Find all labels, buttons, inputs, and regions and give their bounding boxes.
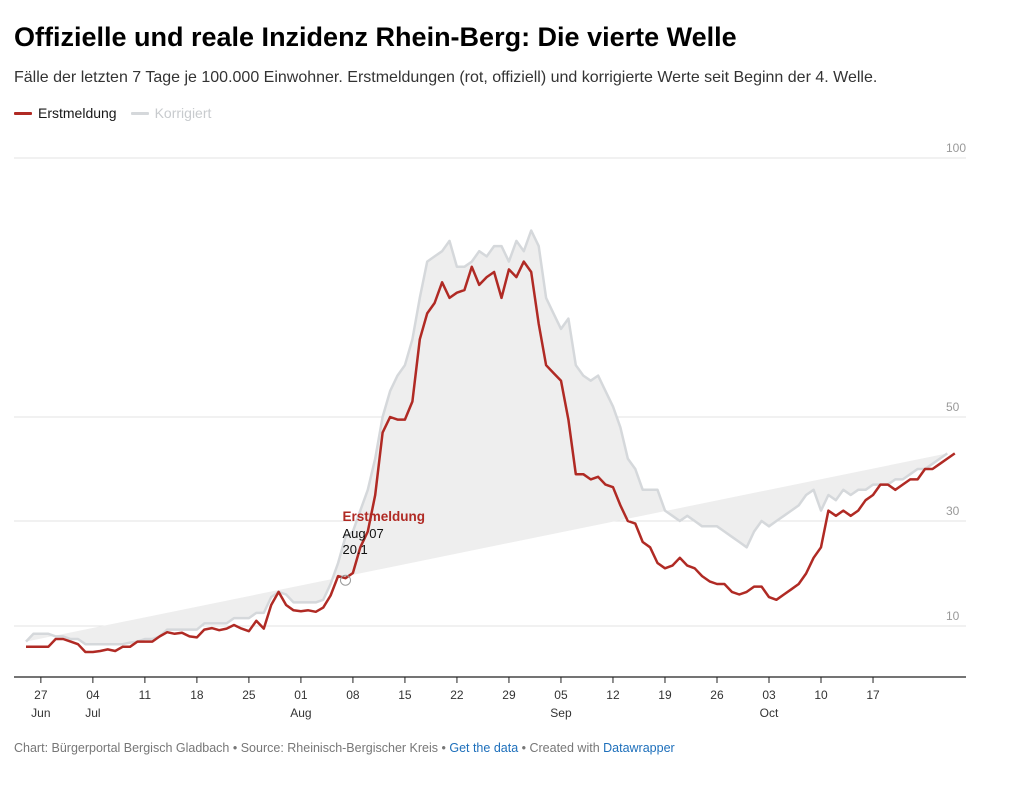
legend-swatch-korrigiert — [130, 111, 149, 115]
x-tick-label: 26 — [710, 688, 724, 702]
annotation-value: 20.1 — [342, 542, 367, 557]
legend-label-korrigiert: Korrigiert — [154, 105, 212, 121]
legend-swatch-erstmeldung — [14, 111, 32, 115]
x-tick-label: 15 — [398, 688, 412, 702]
x-tick-label: 08 — [346, 688, 360, 702]
chart-footer: Chart: Bürgerportal Bergisch Gladbach • … — [14, 741, 675, 755]
x-tick-label: 27 — [34, 688, 48, 702]
x-tick-label: 11 — [139, 688, 152, 702]
x-tick-label: 19 — [658, 688, 672, 702]
legend-item-korrigiert[interactable]: Korrigiert — [130, 105, 212, 121]
footer-middle: • Created with — [518, 741, 604, 755]
x-tick-label: 25 — [242, 688, 256, 702]
y-tick-label-10: 10 — [946, 609, 960, 623]
x-tick-label: 29 — [502, 688, 516, 702]
y-tick-label-50: 50 — [946, 400, 960, 414]
chart-legend: Erstmeldung Korrigiert — [14, 105, 211, 121]
footer-prefix: Chart: Bürgerportal Bergisch Gladbach • … — [14, 741, 450, 755]
x-month-label: Jul — [85, 706, 100, 720]
annotation-marker — [339, 574, 351, 586]
chart-title: Offizielle und reale Inzidenz Rhein-Berg… — [14, 22, 737, 52]
x-month-label: Sep — [550, 706, 572, 720]
series-line-erstmeldung[interactable] — [26, 260, 956, 654]
x-month-label: Jun — [31, 706, 50, 720]
y-tick-label-100: 100 — [946, 141, 966, 155]
annotation-series: Erstmeldung — [342, 509, 425, 524]
legend-label-erstmeldung: Erstmeldung — [38, 105, 117, 121]
x-tick-label: 10 — [814, 688, 828, 702]
x-tick-label: 18 — [190, 688, 204, 702]
x-axis-labels: 27 Jun 04 Jul 11 18 25 01 Aug 08 15 22 29 05 Sep 12 19 26… — [31, 677, 880, 720]
y-axis-labels: 10 30 50 100 — [946, 141, 966, 623]
correction-area — [26, 230, 948, 645]
y-tick-label-30: 30 — [946, 504, 960, 518]
legend-item-erstmeldung[interactable]: Erstmeldung — [14, 105, 117, 121]
annotation: Erstmeldung Aug 07 20.1 — [339, 509, 425, 586]
x-tick-label: 05 — [554, 688, 568, 702]
x-month-label: Aug — [290, 706, 311, 720]
series-line-korrigiert[interactable] — [25, 229, 949, 646]
x-tick-label: 01 — [294, 688, 308, 702]
datawrapper-link[interactable]: Datawrapper — [603, 741, 675, 755]
x-tick-label: 04 — [86, 688, 100, 702]
annotation-date: Aug 07 — [342, 526, 383, 541]
x-tick-label: 22 — [450, 688, 464, 702]
line-chart: 10 30 50 100 27 Jun 04 Jul 11 18 25 01 Aug 08 15 22 29 0… — [14, 141, 966, 720]
x-month-label: Oct — [760, 706, 779, 720]
get-the-data-link[interactable]: Get the data — [449, 741, 519, 755]
x-tick-label: 03 — [762, 688, 776, 702]
x-tick-label: 12 — [606, 688, 620, 702]
x-tick-label: 17 — [866, 688, 880, 702]
chart-subtitle: Fälle der letzten 7 Tage je 100.000 Einw… — [14, 69, 878, 86]
